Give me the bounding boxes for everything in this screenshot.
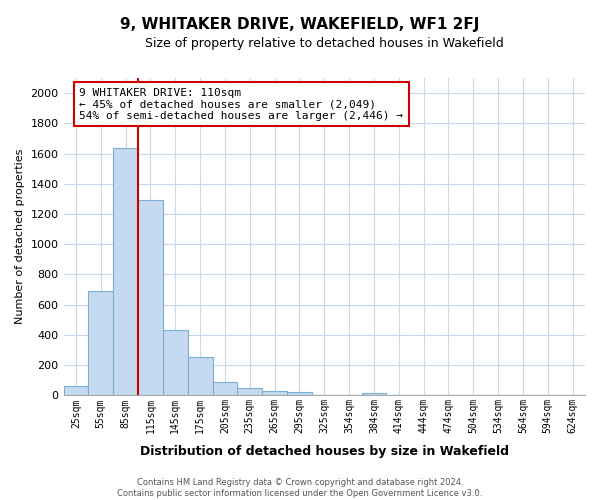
- Bar: [163, 330, 188, 396]
- Title: Size of property relative to detached houses in Wakefield: Size of property relative to detached ho…: [145, 38, 503, 51]
- Bar: [64, 386, 88, 396]
- Bar: [362, 393, 386, 396]
- Text: 9 WHITAKER DRIVE: 110sqm
← 45% of detached houses are smaller (2,049)
54% of sem: 9 WHITAKER DRIVE: 110sqm ← 45% of detach…: [79, 88, 403, 121]
- Y-axis label: Number of detached properties: Number of detached properties: [15, 149, 25, 324]
- Bar: [188, 357, 212, 396]
- Text: 9, WHITAKER DRIVE, WAKEFIELD, WF1 2FJ: 9, WHITAKER DRIVE, WAKEFIELD, WF1 2FJ: [121, 18, 479, 32]
- Bar: [138, 200, 163, 396]
- Bar: [238, 388, 262, 396]
- Bar: [88, 291, 113, 396]
- Bar: [287, 392, 312, 396]
- Bar: [212, 382, 238, 396]
- Bar: [262, 391, 287, 396]
- X-axis label: Distribution of detached houses by size in Wakefield: Distribution of detached houses by size …: [140, 444, 509, 458]
- Bar: [113, 148, 138, 396]
- Text: Contains HM Land Registry data © Crown copyright and database right 2024.
Contai: Contains HM Land Registry data © Crown c…: [118, 478, 482, 498]
